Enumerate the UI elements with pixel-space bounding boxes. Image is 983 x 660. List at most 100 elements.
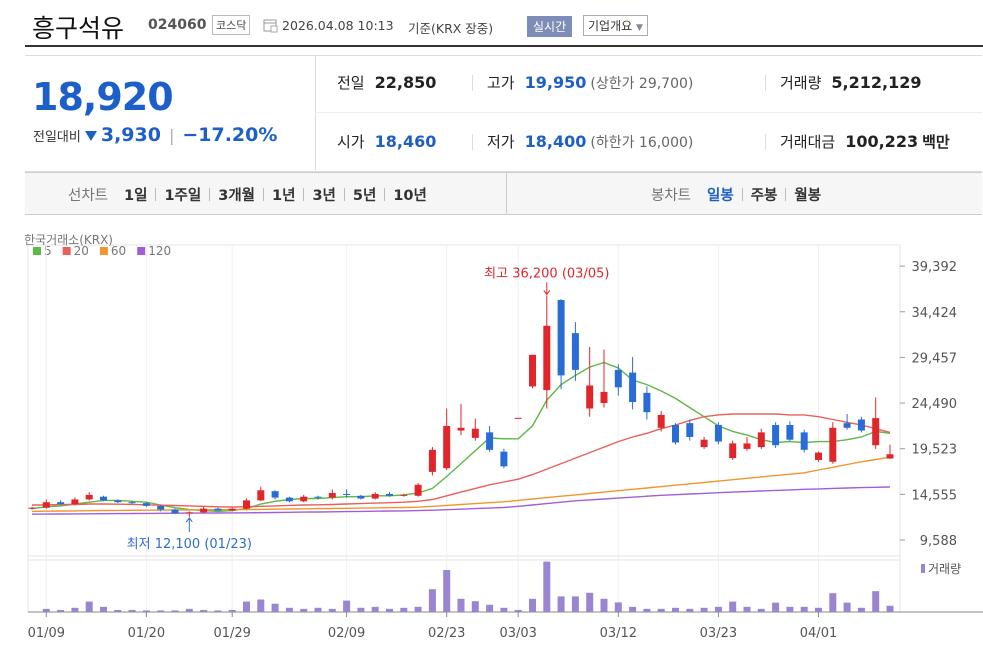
volume-bar [285,607,293,612]
y-tick-label: 34,424 [912,306,958,321]
volume-bar [857,607,865,612]
stat-value: 5,212,129 [831,73,922,92]
calendar-icon [263,19,278,33]
candle-body [371,493,379,499]
price-plot-frame [27,244,901,561]
tab[interactable]: 1년 [272,188,296,204]
tab-separator [384,188,386,201]
candle-body [142,503,150,506]
candle-body [271,491,279,498]
volume-bar [243,601,250,612]
volume-bar [228,609,236,612]
candle-body [714,425,722,442]
candle-body [529,354,536,387]
volume-bar [371,606,379,612]
stat-label: 시가 [337,133,365,151]
candle-body [629,372,637,403]
x-tick-label: 01/29 [213,626,250,641]
volume-bar [686,608,694,612]
candle-body [57,502,65,505]
candle-body [843,423,851,428]
company-dropdown[interactable]: 기업개요 ▼ [583,15,648,36]
candle-body [643,392,651,413]
x-tick-label: 04/01 [800,626,837,641]
candle-body [443,425,451,469]
tab[interactable]: 3년 [312,188,336,204]
tab[interactable]: 1일 [124,188,148,204]
y-tick-label: 24,490 [912,397,958,412]
volume-bar [71,607,79,612]
stat-note: (상한가 29,700) [590,76,694,92]
realtime-button[interactable]: 실시간 [527,16,573,37]
change-label: 전일대비 [33,129,81,145]
candle-body [857,419,865,431]
y-tick-label: 14,555 [912,488,958,503]
x-tick-label: 01/09 [28,626,65,641]
volume-bar [386,608,393,612]
candle-body [214,508,222,511]
candle-body [400,494,408,496]
candle-body [300,496,308,502]
volume-bar [300,608,308,612]
candle-body [100,496,107,501]
legend-label: 5 [44,244,52,258]
legend-swatch [62,247,71,255]
x-tick-label: 03/03 [499,626,536,641]
volume-bar [214,610,222,612]
line-chart-tabs: 선차트 1일 1주일 3개월 1년 3년 5년 10년 [68,184,427,205]
stat: 전일 22,850 [337,72,436,93]
stat-value: 22,850 [374,73,437,92]
candle-body [514,417,522,419]
candle-body [414,484,422,496]
tab[interactable]: 3개월 [218,188,256,204]
separator [765,134,766,150]
stat-value: 19,950 [524,73,587,92]
tab[interactable]: 주봉 [750,188,778,204]
volume-bar [543,561,551,612]
volume-legend: 거래량 [928,562,961,576]
volume-bar [457,598,465,612]
tab[interactable]: 일봉 [707,188,734,204]
candle-body [686,423,694,437]
tab[interactable]: 월봉 [794,188,822,204]
stat: 거래량 5,212,129 [780,72,922,93]
candle-body [428,449,436,472]
candle-body [42,502,50,508]
tab[interactable]: 1주일 [164,188,202,204]
candle-body [228,508,236,511]
stat: 거래대금 100,223 백만 [780,131,950,152]
candle-body [786,425,794,440]
market-badge: 코스닥 [212,15,251,35]
volume-bar [614,602,622,612]
legend-label: 20 [74,244,89,258]
legend-label: 60 [111,244,126,258]
volume-bar [757,608,765,612]
stat-label: 고가 [487,74,515,92]
source-label: 한국거래소(KRX) [24,233,113,247]
candle-body [672,425,679,443]
candle-body [314,496,322,498]
candle-body [600,391,608,403]
candle-body [657,414,665,428]
quote-box [25,55,982,172]
stat: 고가 19,950 (상한가 29,700) [487,72,693,93]
y-tick-label: 39,392 [912,260,958,275]
legend-swatch [33,247,41,255]
candle-body [328,493,336,498]
volume-bar [57,609,65,612]
volume-bar [257,599,265,612]
volume-bar [514,609,522,612]
candle-body [171,509,179,514]
tab[interactable]: 10년 [393,188,427,204]
volume-bar [114,609,122,612]
stat-unit: 백만 [922,133,950,151]
change-amount: 3,930 [100,124,161,146]
stat: 저가 18,400 (하한가 16,000) [487,131,693,152]
stat-value: 18,460 [374,132,437,151]
tab-divider [506,172,507,215]
current-price: 18,920 [32,75,174,119]
header-rule [25,45,983,47]
stat-label: 전일 [337,74,365,92]
tab[interactable]: 5년 [352,188,377,204]
